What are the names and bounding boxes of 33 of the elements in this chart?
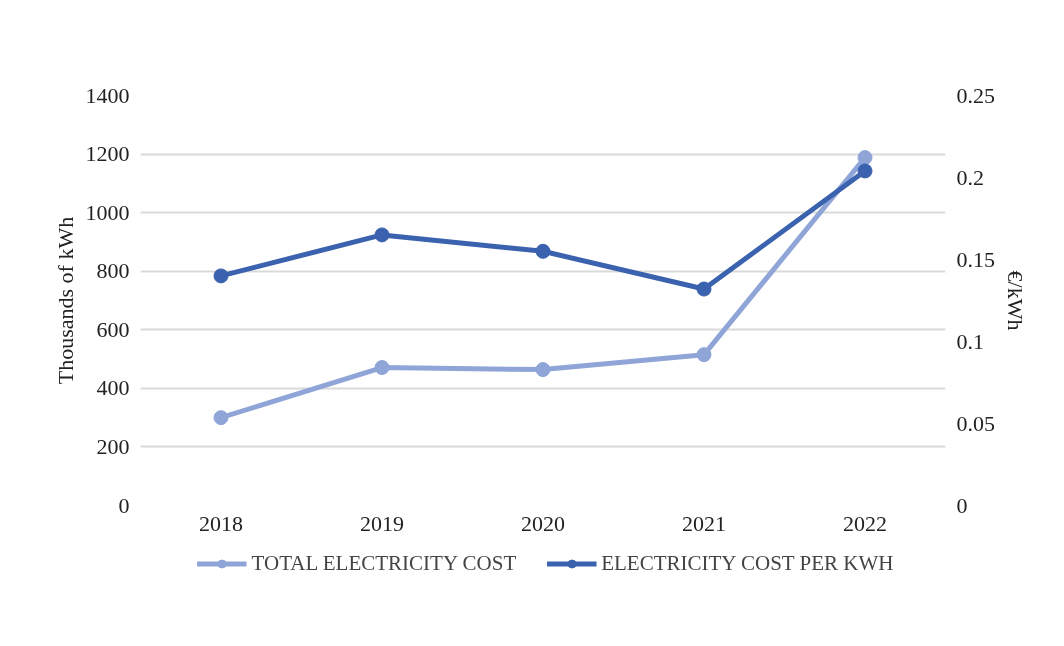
- y-tick-label: 800: [96, 258, 130, 284]
- point: [696, 347, 712, 363]
- y2-tick-label: 0.1: [956, 328, 984, 354]
- point: [857, 150, 873, 166]
- y2-tick-label: 0.05: [956, 410, 995, 436]
- point: [696, 281, 712, 297]
- legend-label: TOTAL ELECTRICITY COST: [251, 550, 517, 576]
- x-tick-label: 2019: [360, 510, 404, 536]
- y2-tick-label: 0.15: [956, 246, 995, 272]
- x-tick-label: 2021: [682, 510, 726, 536]
- y2-tick-label: 0.25: [956, 82, 995, 108]
- point: [535, 243, 551, 259]
- y2-tick-label: 0: [956, 492, 968, 518]
- y-tick-label: 1200: [85, 141, 130, 167]
- y2-axis-title: €/kWh: [1003, 270, 1028, 331]
- point: [857, 163, 873, 179]
- point: [374, 227, 390, 243]
- point: [535, 362, 551, 378]
- y-axis-title: Thousands of kWh: [52, 216, 78, 385]
- x-tick-label: 2018: [199, 510, 243, 536]
- y-tick-label: 1000: [85, 199, 130, 225]
- point: [213, 268, 229, 284]
- y-tick-label: 1400: [85, 82, 130, 108]
- y2-tick-label: 0.2: [956, 164, 984, 190]
- y-tick-label: 600: [96, 316, 130, 342]
- y-tick-label: 0: [118, 492, 130, 518]
- x-tick-label: 2020: [521, 510, 565, 536]
- legend-label: ELECTRICITY COST PER KWH: [601, 550, 894, 576]
- y-tick-label: 200: [96, 433, 130, 459]
- point: [213, 410, 229, 426]
- x-tick-label: 2022: [843, 510, 887, 536]
- point: [374, 360, 390, 376]
- y-tick-label: 400: [96, 375, 130, 401]
